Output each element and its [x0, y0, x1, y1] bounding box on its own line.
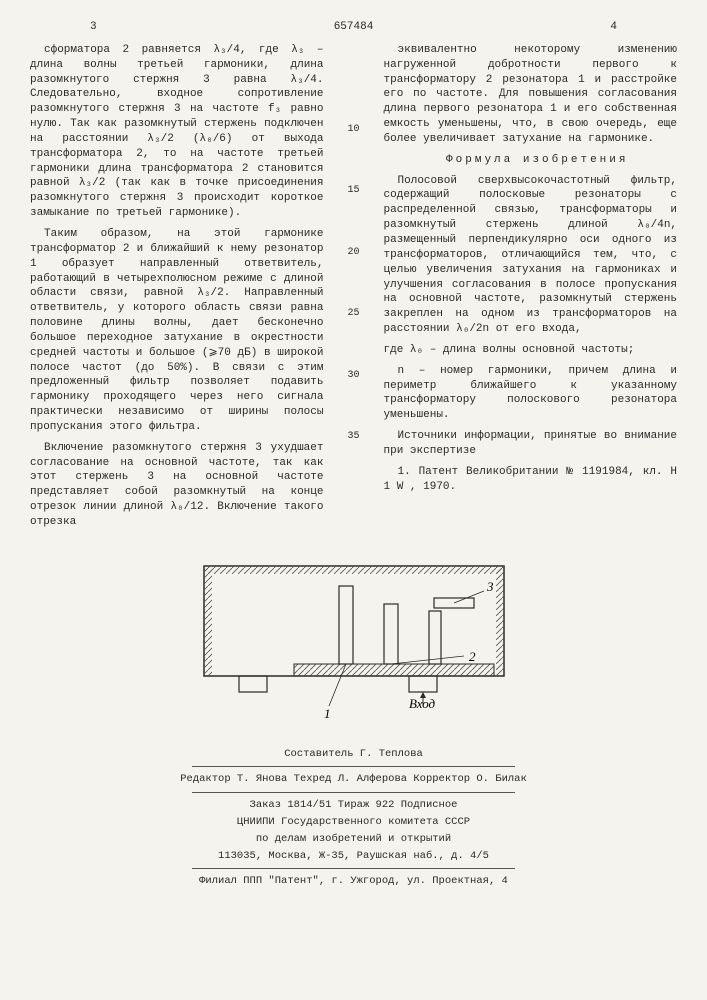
credits-block: Составитель Г. Теплова Редактор Т. Янова… — [30, 746, 677, 891]
line-number-gutter: 10 15 20 25 30 35 — [348, 43, 360, 536]
fig-label-input: Вход — [409, 696, 436, 711]
org-line-2: по делам изобретений и открытий — [30, 831, 677, 848]
left-para-2: Таким образом, на этой гармонике трансфо… — [30, 227, 324, 435]
compiler-line: Составитель Г. Теплова — [30, 746, 677, 763]
line-num: 30 — [348, 369, 360, 383]
divider — [192, 766, 516, 767]
right-para-1: эквивалентно некоторому изменению нагруж… — [384, 43, 678, 147]
line-num: 20 — [348, 246, 360, 260]
page-header: 3 657484 4 — [30, 20, 677, 35]
line-num: 10 — [348, 123, 360, 137]
text-columns: сформатора 2 равняется λ₃/4, где λ₃ – дл… — [30, 43, 677, 536]
right-para-4: n – номер гармоники, причем длина и пери… — [384, 364, 678, 423]
filter-diagram-svg: 1 2 3 Вход — [184, 556, 524, 726]
divider — [192, 792, 516, 793]
branch-line: Филиал ППП "Патент", г. Ужгород, ул. Про… — [30, 873, 677, 890]
line-num: 15 — [348, 184, 360, 198]
formula-title: Формула изобретения — [384, 153, 678, 168]
right-para-5: Источники информации, принятые во вниман… — [384, 429, 678, 459]
fig-label-3: 3 — [486, 579, 494, 594]
left-para-3: Включение разомкнутого стержня 3 ухудшае… — [30, 441, 324, 530]
right-para-2: Полосовой сверхвысокочастотный фильтр, с… — [384, 174, 678, 337]
editors-line: Редактор Т. Янова Техред Л. Алферова Кор… — [30, 771, 677, 788]
right-column: эквивалентно некоторому изменению нагруж… — [384, 43, 678, 536]
address-line: 113035, Москва, Ж-35, Раушская наб., д. … — [30, 848, 677, 865]
page-num-left: 3 — [90, 20, 97, 35]
fig-label-2: 2 — [469, 649, 476, 664]
page-num-right: 4 — [610, 20, 617, 35]
doc-number-top: 657484 — [334, 20, 374, 35]
divider — [192, 868, 516, 869]
line-num: 25 — [348, 307, 360, 321]
right-para-6: 1. Патент Великобритании № 1191984, кл. … — [384, 465, 678, 495]
org-line-1: ЦНИИПИ Государственного комитета СССР — [30, 814, 677, 831]
left-column: сформатора 2 равняется λ₃/4, где λ₃ – дл… — [30, 43, 324, 536]
right-para-3: где λ₀ – длина волны основной частоты; — [384, 343, 678, 358]
fig-label-1: 1 — [324, 706, 331, 721]
technical-figure: 1 2 3 Вход — [30, 556, 677, 732]
order-line: Заказ 1814/51 Тираж 922 Подписное — [30, 797, 677, 814]
left-para-1: сформатора 2 равняется λ₃/4, где λ₃ – дл… — [30, 43, 324, 221]
line-num: 35 — [348, 430, 360, 444]
